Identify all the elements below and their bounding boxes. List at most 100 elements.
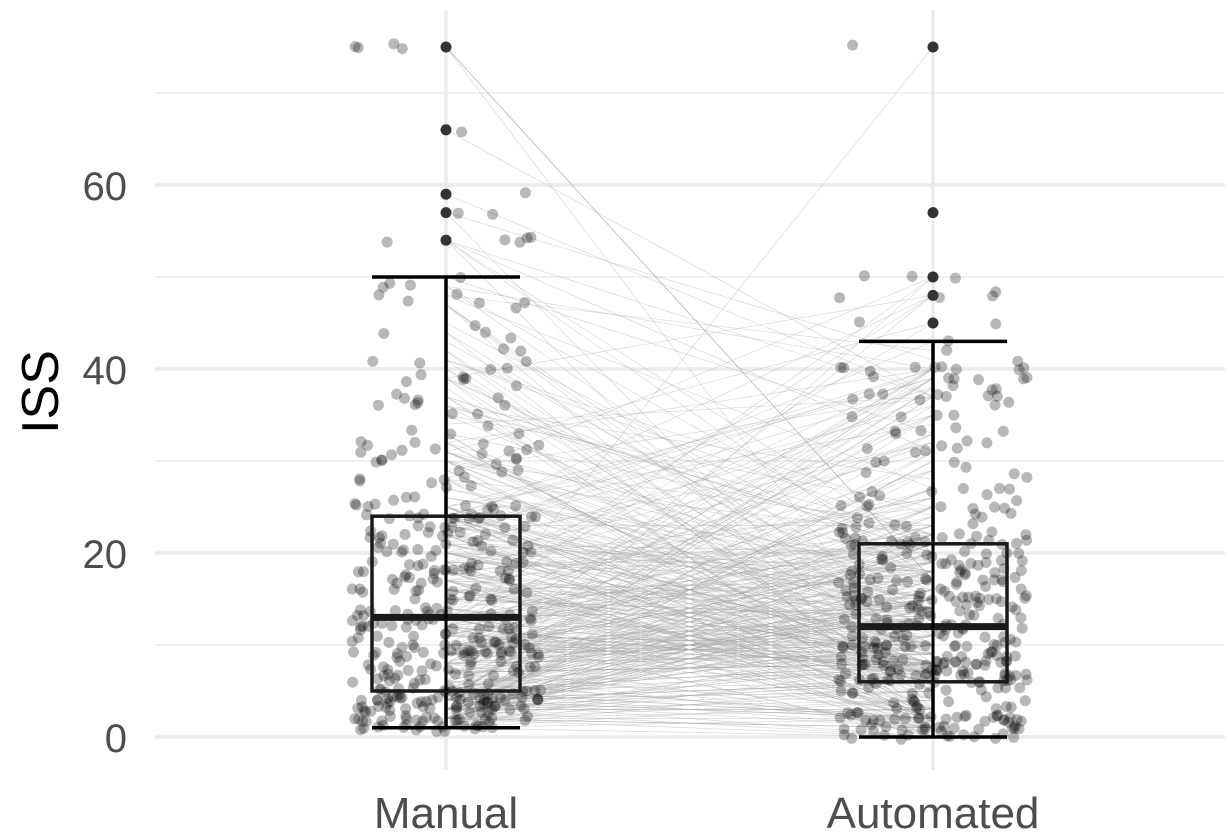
- data-point: [936, 440, 948, 452]
- data-point: [463, 563, 475, 574]
- data-point: [991, 639, 1003, 651]
- data-point: [485, 593, 497, 605]
- paired-line: [445, 589, 934, 701]
- paired-line: [445, 534, 934, 572]
- paired-line: [445, 635, 934, 710]
- paired-line: [445, 396, 934, 701]
- paired-line: [445, 543, 934, 701]
- data-point: [503, 623, 515, 635]
- paired-line: [445, 681, 934, 710]
- data-point: [404, 279, 416, 291]
- paired-line: [445, 534, 934, 600]
- data-point: [349, 41, 361, 53]
- data-point: [360, 715, 372, 727]
- paired-line: [445, 515, 934, 664]
- data-point: [1011, 538, 1022, 549]
- data-point: [887, 655, 899, 667]
- paired-line: [445, 276, 934, 434]
- data-point: [912, 603, 924, 615]
- paired-line: [445, 589, 934, 609]
- paired-line: [445, 295, 934, 351]
- paired-line: [445, 672, 934, 692]
- data-point: [971, 530, 983, 542]
- data-point: [451, 700, 463, 712]
- data-point: [521, 232, 533, 244]
- paired-line: [445, 598, 934, 701]
- data-point: [955, 669, 967, 681]
- data-point: [941, 651, 953, 662]
- data-point: [888, 697, 900, 709]
- paired-line: [445, 239, 934, 729]
- data-point: [480, 326, 491, 338]
- data-point: [868, 642, 880, 653]
- data-point: [530, 511, 541, 523]
- data-point: [451, 288, 463, 300]
- paired-line: [445, 534, 934, 637]
- data-point: [877, 656, 889, 667]
- data-point: [873, 649, 884, 661]
- data-point: [896, 724, 908, 736]
- paired-line: [445, 469, 934, 655]
- data-point: [991, 593, 1002, 605]
- data-point: [902, 729, 914, 741]
- data-point: [878, 455, 890, 467]
- outlier-point: [440, 41, 452, 53]
- data-point: [951, 711, 963, 723]
- data-point: [490, 636, 502, 648]
- data-point: [396, 641, 408, 653]
- data-point: [991, 710, 1003, 722]
- data-point: [972, 559, 984, 571]
- data-point: [387, 538, 399, 550]
- data-point: [404, 572, 415, 584]
- data-point: [372, 399, 384, 411]
- data-point: [483, 621, 495, 632]
- data-point: [934, 628, 945, 640]
- paired-line: [445, 451, 934, 627]
- data-point: [933, 721, 945, 733]
- data-point: [388, 494, 400, 506]
- data-point: [428, 712, 440, 724]
- data-point: [979, 659, 991, 671]
- data-point: [1003, 396, 1015, 408]
- data-point: [353, 566, 364, 578]
- data-point: [992, 682, 1004, 694]
- paired-line: [445, 543, 934, 646]
- paired-line: [445, 488, 934, 664]
- data-point: [955, 564, 967, 576]
- paired-line: [445, 607, 934, 692]
- data-point: [463, 590, 475, 602]
- data-point: [869, 636, 881, 648]
- paired-line: [445, 377, 934, 664]
- paired-line: [445, 304, 934, 673]
- paired-line: [445, 295, 934, 526]
- data-point: [458, 373, 470, 385]
- paired-line: [445, 681, 934, 719]
- paired-line: [445, 377, 934, 738]
- paired-line: [445, 681, 934, 719]
- data-point: [986, 384, 998, 396]
- data-point: [447, 594, 459, 606]
- data-point: [940, 558, 952, 570]
- data-point: [415, 369, 427, 381]
- data-point: [479, 713, 491, 725]
- data-point: [876, 551, 888, 562]
- data-point: [954, 566, 966, 578]
- data-point: [897, 633, 909, 645]
- paired-line: [445, 598, 934, 729]
- data-point: [355, 621, 367, 633]
- paired-line: [445, 543, 934, 572]
- minor-gridlines: [155, 92, 1225, 646]
- data-point: [396, 444, 408, 456]
- paired-line: [445, 699, 934, 738]
- paired-line: [445, 405, 934, 701]
- data-point: [462, 696, 474, 708]
- data-point: [865, 719, 877, 731]
- data-point: [935, 725, 947, 737]
- paired-line: [445, 626, 934, 673]
- data-point: [1011, 495, 1023, 507]
- paired-line: [445, 626, 934, 738]
- data-point: [951, 442, 963, 454]
- data-point: [1004, 483, 1015, 495]
- data-point: [911, 702, 922, 714]
- data-point: [494, 565, 506, 577]
